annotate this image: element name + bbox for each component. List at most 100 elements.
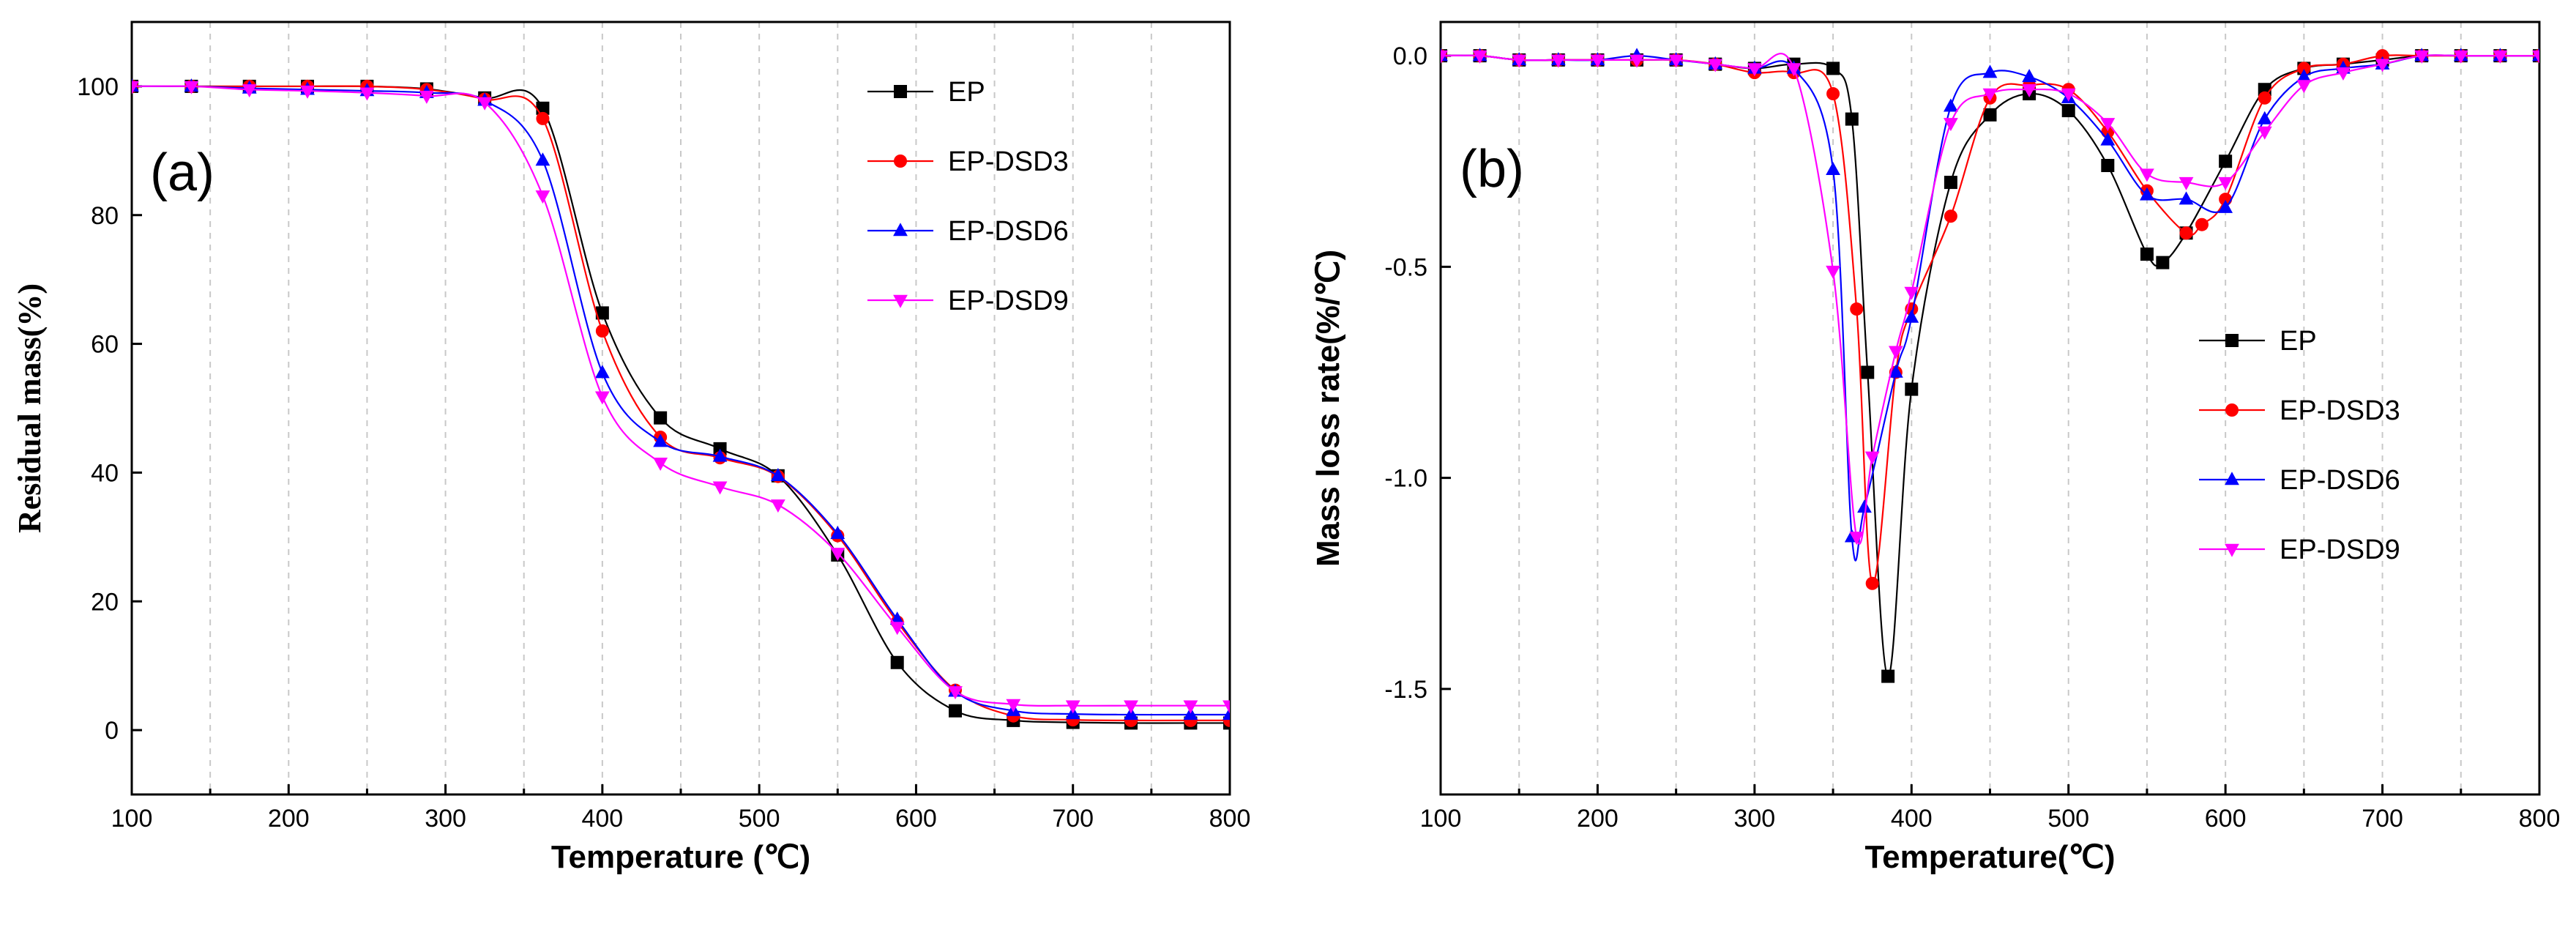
x-tick-label: 400 [581,805,623,833]
data-point [300,85,315,99]
data-point [1982,88,1998,102]
x-tick-label: 700 [1052,805,1094,833]
data-point [2195,217,2209,231]
data-point [1629,54,1644,68]
data-point [1708,59,1723,72]
chart-a-svg: 100 200 300 400 500 600 700 800 0 20 40 60 80 100 Temp… [12,21,1251,875]
data-point [1747,63,1762,77]
y-tick-label: -1.0 [1384,465,1427,493]
x-tick-label: 100 [1420,805,1462,833]
data-point [1982,64,1998,78]
data-point [1944,209,1957,223]
data-point [2297,62,2311,75]
y-tick-label: 80 [91,202,119,230]
y-tick-label: 0.0 [1393,42,1427,70]
y-axis-title: Mass loss rate(%/℃) [1310,250,1346,567]
data-point [242,84,257,98]
data-point [2179,226,2193,240]
data-point [1944,176,1957,190]
data-point [132,81,139,94]
data-point [1905,382,1919,396]
data-point [1786,63,1802,77]
data-point [1845,112,1859,126]
data-point [1850,302,1864,316]
y-axis-ticks: 0.0 -0.5 -1.0 -1.5 [1384,42,1451,704]
data-point [1668,54,1684,68]
data-point [2022,69,2037,83]
data-point [595,306,609,320]
legend-marker [894,85,907,98]
data-point [2375,59,2390,72]
data-point [2140,187,2154,201]
data-point [184,81,199,94]
x-tick-label: 500 [2047,805,2089,833]
y-tick-label: -0.5 [1384,253,1427,281]
x-tick-label: 400 [1891,805,1933,833]
data-point [2219,155,2233,168]
data-point [359,87,375,101]
legend-marker [893,294,908,308]
data-point [419,90,434,104]
data-point [712,448,728,462]
legend-label: EP-DSD6 [2280,465,2400,496]
y-tick-label: 20 [91,588,119,616]
legend-marker [2225,543,2239,557]
data-point [1943,118,1958,132]
data-point [2414,50,2430,64]
y-tick-label: 40 [91,459,119,487]
data-point [2140,247,2154,261]
data-point [2218,176,2233,190]
legend-marker [2225,472,2239,485]
data-point [595,324,609,338]
x-tick-label: 800 [1209,805,1251,833]
data-point [2140,168,2154,182]
data-point [654,411,668,425]
data-point [2100,118,2116,132]
data-point [2258,91,2271,105]
x-tick-label: 300 [1733,805,1775,833]
legend-marker [893,223,908,237]
x-tick-label: 500 [739,805,780,833]
data-point [949,704,962,718]
data-point [1590,54,1605,68]
data-point [1826,62,1840,75]
data-point [1881,669,1895,683]
chart-b-svg: 100 200 300 400 500 600 700 800 0.0 -0.5 -1.0 -1.5 T… [1310,21,2560,875]
data-point [2179,191,2194,205]
data-point [536,111,550,125]
data-point [1065,700,1080,714]
data-point [890,655,904,669]
data-point [1826,87,1840,101]
data-point [2061,88,2076,102]
y-axis-ticks: 0 20 40 60 80 100 [77,73,142,745]
data-point [770,468,785,482]
data-point [2100,132,2116,146]
data-point [948,686,963,700]
data-point [1904,286,1919,300]
panel-label: (a) [150,144,214,202]
data-point [830,526,845,540]
data-point [2493,50,2508,64]
legend-label: EP-DSD3 [948,146,1069,177]
data-point [2179,176,2194,190]
data-point [2296,80,2312,94]
x-tick-label: 300 [425,805,466,833]
x-axis-ticks: 100 200 300 400 500 600 700 800 [1420,784,2560,833]
x-tick-label: 200 [1577,805,1619,833]
grid-lines [209,22,1152,794]
y-axis-title: Residual mass(%) [12,283,48,533]
legend-marker [2225,403,2239,417]
data-point [889,622,905,636]
legend-label: EP-DSD3 [2280,395,2400,426]
data-point [2218,199,2233,213]
x-tick-label: 100 [111,805,153,833]
series-line [132,85,1230,724]
data-point [1857,499,1872,513]
legend: EP EP-DSD3 EP-DSD6 EP-DSD9 [2199,326,2400,565]
chart-panel-a: 100 200 300 400 500 600 700 800 0 20 40 60 80 100 Temp… [0,0,1274,938]
data-point [2453,50,2468,64]
data-point [1826,161,1840,175]
y-tick-label: 0 [105,717,119,745]
data-point [477,97,493,111]
data-point [1222,700,1230,714]
